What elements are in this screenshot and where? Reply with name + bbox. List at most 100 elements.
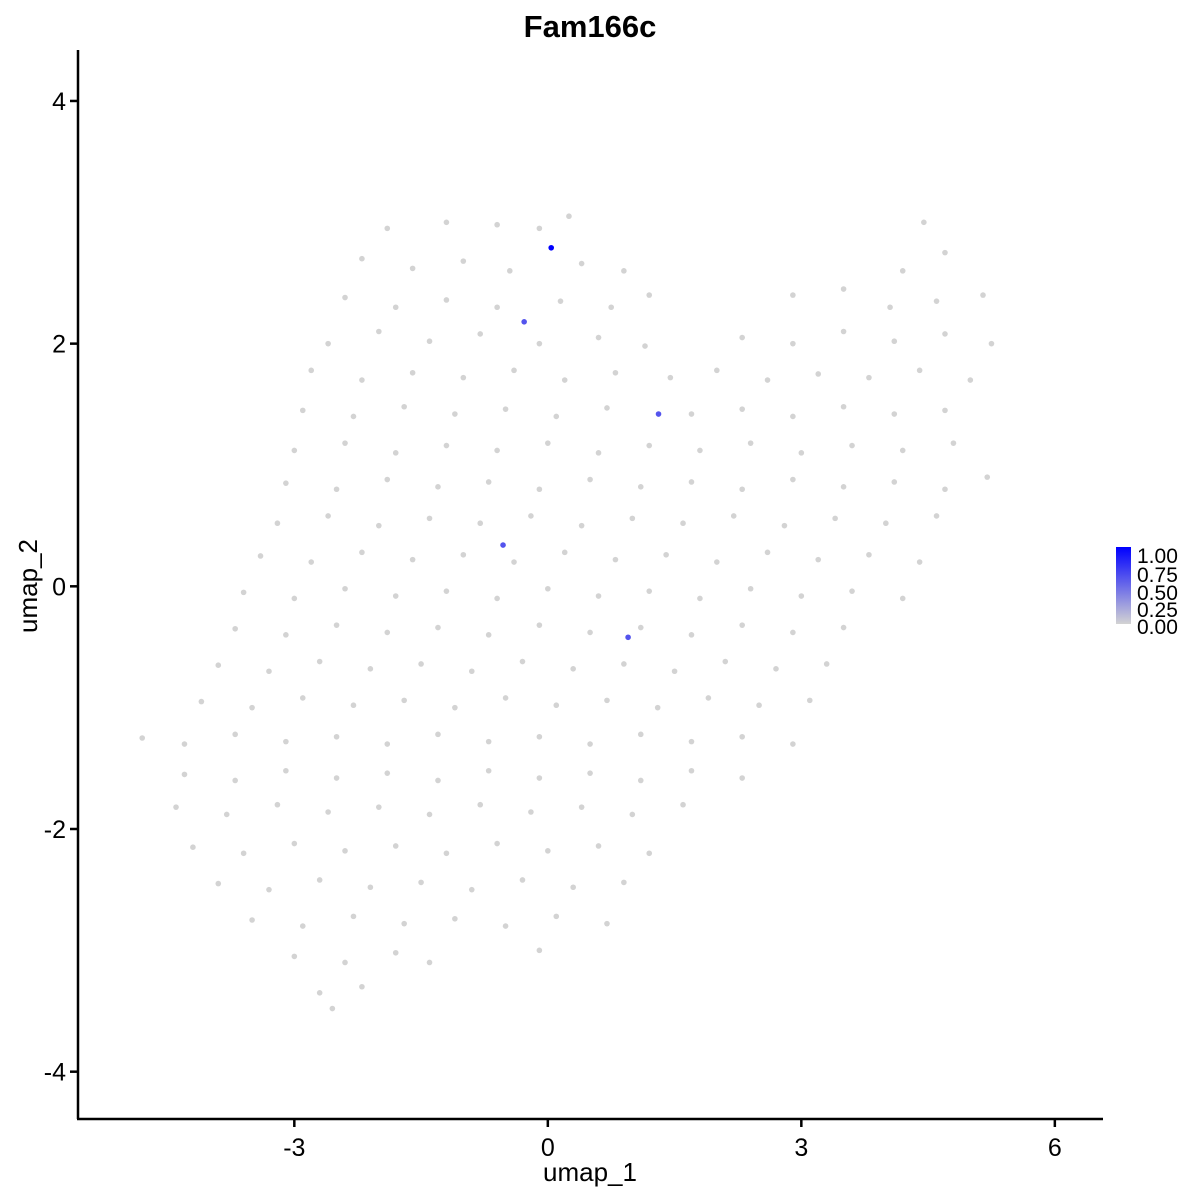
cell-point bbox=[342, 440, 348, 446]
cell-point bbox=[578, 522, 585, 529]
cell-point bbox=[519, 658, 526, 665]
cell-point bbox=[722, 658, 729, 665]
cell-point bbox=[849, 442, 855, 449]
cell-point bbox=[764, 549, 771, 556]
cell-point bbox=[840, 624, 847, 631]
cell-point bbox=[980, 292, 986, 298]
cell-point bbox=[519, 877, 526, 883]
y-tick-label: 4 bbox=[52, 88, 66, 116]
cell-point bbox=[359, 255, 365, 262]
cell-point bbox=[460, 374, 467, 381]
cell-point bbox=[883, 520, 889, 527]
y-tick-label: 2 bbox=[52, 331, 66, 359]
cell-point bbox=[739, 733, 745, 740]
cell-point bbox=[697, 595, 703, 602]
cell-point bbox=[291, 953, 298, 960]
cell-point bbox=[587, 741, 593, 747]
cell-point bbox=[257, 553, 264, 559]
cell-point bbox=[409, 265, 416, 272]
cell-point bbox=[426, 811, 433, 818]
cell-point bbox=[604, 405, 610, 411]
cell-point bbox=[333, 775, 340, 781]
cell-point bbox=[342, 294, 348, 301]
cell-point bbox=[502, 695, 509, 701]
cell-point bbox=[629, 515, 636, 522]
cell-point bbox=[637, 484, 644, 490]
cell-point bbox=[887, 304, 893, 311]
cell-point bbox=[832, 515, 838, 522]
cell-point bbox=[299, 923, 306, 929]
cell-point bbox=[578, 260, 585, 267]
cell-point bbox=[545, 440, 551, 446]
cell-point bbox=[494, 595, 500, 602]
cell-point bbox=[739, 486, 745, 493]
x-tick-label: 3 bbox=[794, 1134, 808, 1162]
cell-point bbox=[485, 767, 492, 774]
cell-point bbox=[283, 738, 289, 745]
cell-point bbox=[333, 486, 340, 493]
cell-point bbox=[401, 920, 407, 927]
cell-point bbox=[773, 666, 779, 672]
cell-point bbox=[806, 697, 813, 704]
cell-point bbox=[697, 447, 703, 454]
cell-point bbox=[637, 777, 644, 784]
cell-point bbox=[637, 731, 644, 738]
cell-point bbox=[739, 775, 745, 781]
cell-point bbox=[654, 704, 661, 711]
cell-point bbox=[536, 225, 543, 232]
cell-point bbox=[299, 695, 306, 701]
cell-point bbox=[561, 377, 568, 383]
cell-point bbox=[988, 340, 995, 347]
cell-point bbox=[485, 479, 492, 485]
cell-point bbox=[384, 770, 391, 776]
cell-point bbox=[291, 595, 298, 602]
cell-point bbox=[392, 843, 399, 849]
cell-point bbox=[891, 411, 898, 417]
cell-point bbox=[232, 731, 238, 738]
cell-point bbox=[667, 374, 674, 381]
cell-point bbox=[485, 738, 492, 745]
expressing-cell-point bbox=[521, 319, 527, 325]
cell-point bbox=[688, 767, 695, 774]
y-tick-label: -2 bbox=[44, 816, 66, 844]
cell-point bbox=[747, 440, 754, 446]
cell-point bbox=[637, 624, 644, 631]
cell-point bbox=[595, 593, 602, 599]
cell-point bbox=[604, 697, 610, 704]
cell-point bbox=[671, 668, 678, 675]
cell-point bbox=[359, 549, 365, 556]
cell-point bbox=[608, 304, 615, 311]
cell-point bbox=[181, 771, 188, 778]
cell-point bbox=[266, 668, 272, 675]
x-ticks: -3 0 3 6 bbox=[283, 1119, 1062, 1162]
cell-point bbox=[325, 340, 331, 347]
cell-point bbox=[790, 413, 796, 420]
cell-point bbox=[435, 777, 441, 784]
cell-point bbox=[392, 949, 399, 956]
cell-point bbox=[612, 556, 619, 563]
cell-point bbox=[545, 848, 551, 854]
cell-point bbox=[899, 268, 906, 274]
cell-point bbox=[680, 801, 686, 808]
cell-point bbox=[460, 258, 467, 264]
cell-point bbox=[790, 340, 796, 347]
cell-point bbox=[232, 625, 238, 632]
cell-point bbox=[730, 513, 737, 519]
cell-point bbox=[790, 629, 796, 636]
cell-point bbox=[409, 369, 416, 376]
cell-point bbox=[443, 850, 450, 857]
cell-point bbox=[595, 843, 602, 849]
cell-point bbox=[511, 367, 517, 374]
cell-point bbox=[587, 629, 593, 636]
cell-point bbox=[511, 559, 517, 565]
cell-point bbox=[367, 884, 374, 891]
cell-point bbox=[849, 588, 855, 594]
cell-point bbox=[570, 666, 576, 672]
cell-point bbox=[435, 484, 441, 490]
cell-point bbox=[409, 556, 416, 563]
cell-point bbox=[646, 442, 653, 449]
cell-point bbox=[401, 697, 407, 704]
points-layer bbox=[139, 213, 995, 1012]
cell-point bbox=[528, 513, 534, 519]
y-tick-label: 0 bbox=[52, 573, 66, 601]
